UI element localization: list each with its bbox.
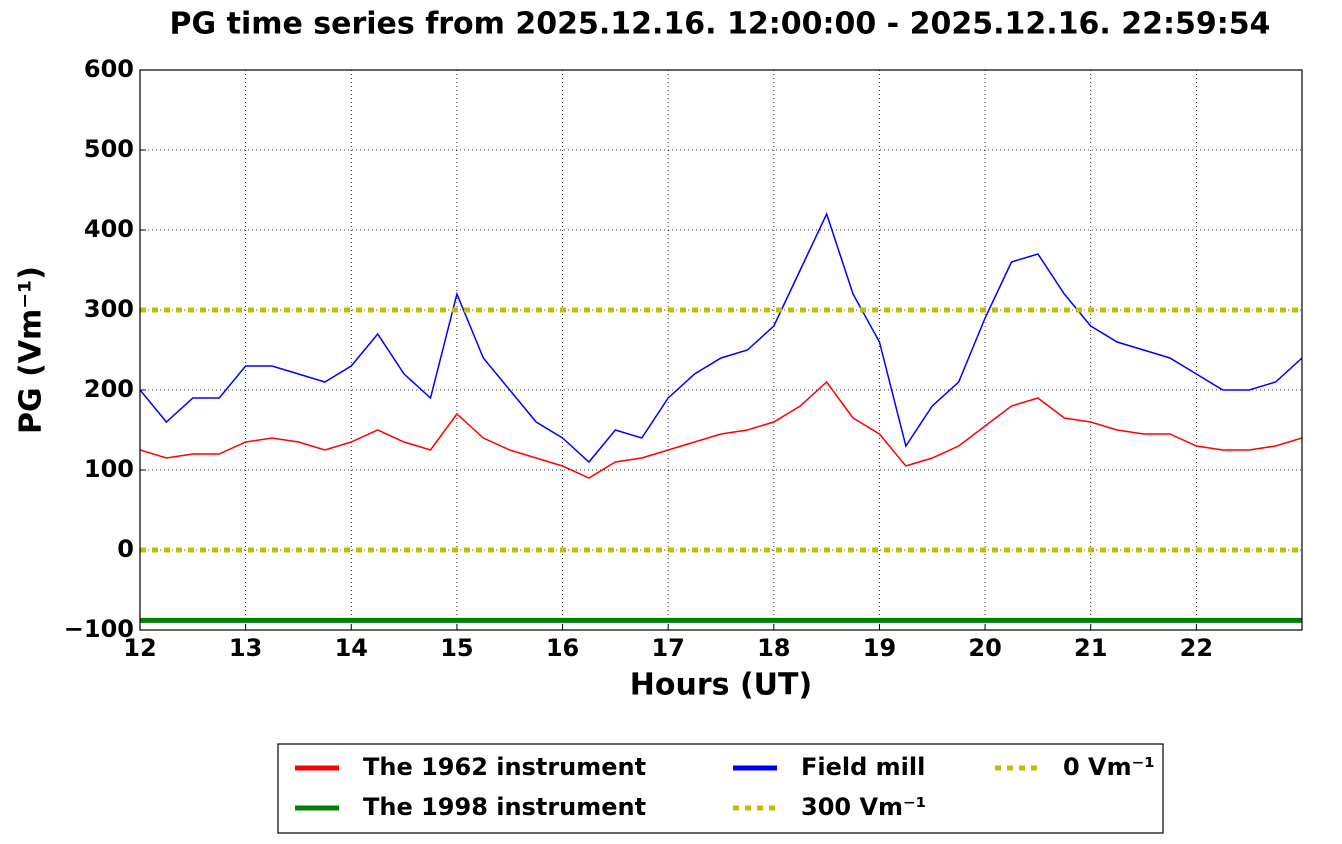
x-tick-label: 22 [1180,634,1213,662]
x-tick-label: 14 [335,634,368,662]
x-axis-label: Hours (UT) [630,668,812,703]
x-tick-label: 13 [229,634,262,662]
legend-label: 0 Vm⁻¹ [1063,753,1155,781]
x-tick-label: 19 [863,634,896,662]
plot-frame [139,69,1303,631]
y-axis-label: PG (Vm⁻¹) [14,266,49,434]
x-tick-label: 20 [968,634,1001,662]
x-tick-label: 16 [546,634,579,662]
x-tick-label: 12 [123,634,156,662]
x-tick-label: 18 [757,634,790,662]
x-tick-label: 15 [440,634,473,662]
y-tick-label: 100 [84,455,134,483]
legend-label: Field mill [801,753,925,781]
y-tick-label: 400 [84,215,134,243]
x-tick-label: 17 [651,634,684,662]
legend-box [277,743,1164,834]
legend-label: The 1998 instrument [363,793,646,821]
chart-title: PG time series from 2025.12.16. 12:00:00… [170,7,1271,42]
y-tick-label: 300 [84,295,134,323]
series-line [140,211,1302,464]
y-tick-label: −100 [64,615,134,643]
legend-label: The 1962 instrument [363,753,646,781]
y-tick-label: 500 [84,135,134,163]
y-tick-label: 200 [84,375,134,403]
y-tick-label: 600 [84,55,134,83]
x-tick-label: 21 [1074,634,1107,662]
series-line [140,380,1302,479]
legend-label: 300 Vm⁻¹ [801,793,926,821]
y-tick-label: 0 [117,535,134,563]
